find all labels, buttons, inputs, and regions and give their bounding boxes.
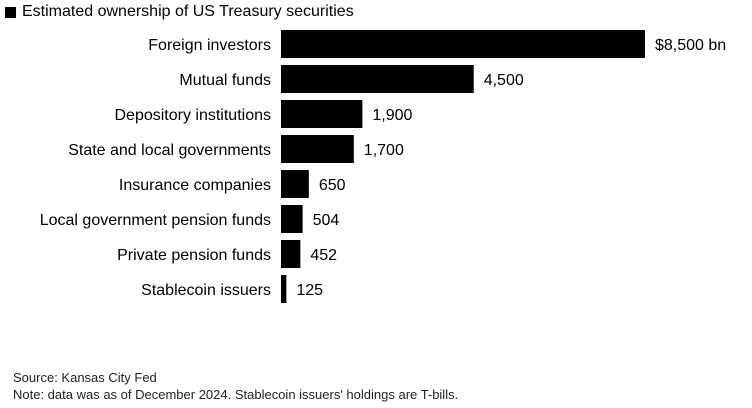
category-label: Private pension funds [117, 247, 271, 264]
category-label: State and local governments [68, 142, 271, 159]
bar [281, 205, 303, 233]
bar [281, 30, 645, 58]
bar [281, 100, 363, 128]
data-label: 1,900 [372, 107, 412, 124]
bar [281, 240, 301, 268]
category-label: Foreign investors [148, 37, 271, 54]
legend: Estimated ownership of US Treasury secur… [5, 3, 354, 21]
category-label: Mutual funds [179, 72, 271, 89]
data-label: 650 [319, 177, 346, 194]
data-label: 1,700 [364, 142, 404, 159]
data-label: $8,500 bn [655, 37, 726, 54]
bar [281, 275, 287, 303]
category-label: Local government pension funds [40, 212, 271, 229]
category-label: Depository institutions [114, 107, 271, 124]
data-label: 504 [313, 212, 340, 229]
data-label: 4,500 [484, 72, 524, 89]
legend-swatch [5, 6, 16, 18]
category-label: Insurance companies [119, 177, 271, 194]
bar [281, 170, 309, 198]
bar [281, 135, 354, 163]
data-label: 452 [310, 247, 337, 264]
bar [281, 65, 474, 93]
legend-label: Estimated ownership of US Treasury secur… [22, 3, 354, 20]
category-label: Stablecoin issuers [141, 282, 271, 299]
data-label: 125 [296, 282, 323, 299]
note: Note: data was as of December 2024. Stab… [13, 387, 459, 402]
bar-plot: Foreign investors $8,500 bn Mutual funds 4,… [40, 30, 726, 303]
source: Source: Kansas City Fed [13, 370, 157, 385]
